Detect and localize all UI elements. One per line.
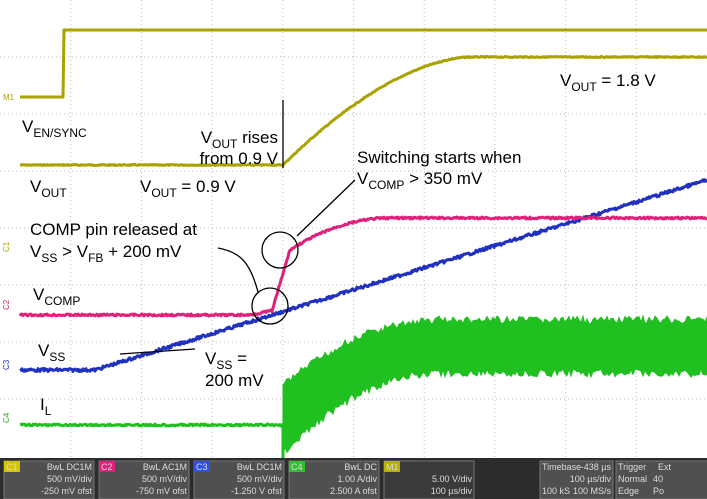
waveform-il — [282, 314, 707, 455]
annotation: VOUT = 0.9 V — [140, 177, 236, 200]
channel-tag — [4, 461, 20, 472]
label: VSS — [38, 341, 65, 364]
trigger-slope: Po — [653, 486, 664, 496]
channel-offset: -1.250 V ofst — [231, 486, 283, 496]
trigger-mode: Normal — [618, 474, 647, 484]
annotation: VCOMP > 350 mV — [357, 169, 483, 192]
channel-tag — [289, 461, 305, 472]
channel-name: C4 — [291, 462, 303, 472]
label: IL — [40, 395, 52, 418]
label: VOUT — [30, 177, 67, 200]
marker: C1 — [2, 241, 11, 252]
channel-name: C2 — [101, 462, 113, 472]
callout-circle — [251, 287, 289, 325]
callout-line — [119, 348, 196, 355]
waveform-il-flat — [19, 422, 285, 458]
waveform-en — [20, 28, 707, 99]
labels: VEN/SYNC VOUT VCOMP VSS IL VOUT = 0.9 V … — [22, 71, 656, 418]
label: VEN/SYNC — [22, 117, 87, 140]
channel-offset: 100 µs/div — [431, 486, 473, 496]
marker: C3 — [2, 359, 11, 370]
channel-coupling: BwL DC — [344, 462, 377, 472]
channel-name: C1 — [6, 462, 18, 472]
waveform-vout — [19, 55, 707, 167]
channel-tag — [194, 461, 210, 472]
channel-scale: 500 mV/div — [47, 474, 93, 484]
marker: M1 — [3, 93, 15, 102]
annotation: from 0.9 V — [200, 149, 279, 168]
annotation: VSS = — [205, 349, 247, 372]
callout-line — [296, 179, 356, 237]
label: VCOMP — [33, 285, 80, 308]
trigger-label: Trigger — [618, 462, 646, 472]
trigger-box — [615, 460, 707, 499]
trigger-level: 40 — [653, 474, 663, 484]
callout-circle — [261, 231, 299, 269]
grid — [0, 0, 707, 458]
timebase-scale: 100 µs/div — [570, 474, 612, 484]
timebase-box — [539, 460, 614, 499]
callouts — [119, 100, 356, 355]
channel-name: M1 — [386, 462, 399, 472]
waveform-comp — [18, 215, 707, 318]
callout-line — [217, 247, 259, 293]
marker: C2 — [2, 299, 11, 310]
channel-scale: 500 mV/div — [142, 474, 188, 484]
channel-coupling: BwL DC1M — [47, 462, 92, 472]
channel-scale: 500 mV/div — [237, 474, 283, 484]
channel-name: C3 — [196, 462, 208, 472]
timebase-rate: 100 MS/s — [573, 486, 612, 496]
annotation: VSS > VFB + 200 mV — [30, 242, 182, 265]
waveform-ss — [19, 178, 707, 373]
channel-tag — [384, 461, 400, 472]
timebase-label: Timebase — [542, 462, 581, 472]
trigger-type: Edge — [618, 486, 639, 496]
waveforms — [18, 28, 707, 458]
annotation: 200 mV — [205, 371, 264, 390]
status-bar-items: C1 BwL DC1M 500 mV/div -250 mV ofst C2 BwL AC… — [3, 460, 707, 499]
timebase-samples: 100 kS — [542, 486, 570, 496]
channel-coupling: BwL DC1M — [237, 462, 282, 472]
channel-offset: -750 mV ofst — [136, 486, 188, 496]
trigger-source: Ext — [658, 462, 672, 472]
channel-scale: 1.00 A/div — [337, 474, 377, 484]
timebase-delay: -438 µs — [581, 462, 612, 472]
marker: C4 — [2, 412, 11, 423]
channel-tag — [99, 461, 115, 472]
annotation: VOUT = 1.8 V — [560, 71, 656, 94]
annotation: COMP pin released at — [30, 220, 197, 239]
annotation: Switching starts when — [357, 148, 521, 167]
channel-scale: 5.00 V/div — [432, 474, 473, 484]
channel-markers: M1 C1 C2 C3 C4 — [2, 93, 15, 423]
channel-coupling: BwL AC1M — [143, 462, 187, 472]
channel-offset: -250 mV ofst — [41, 486, 93, 496]
annotation: VOUT rises — [201, 128, 278, 151]
channel-offset: 2.500 A ofst — [330, 486, 378, 496]
